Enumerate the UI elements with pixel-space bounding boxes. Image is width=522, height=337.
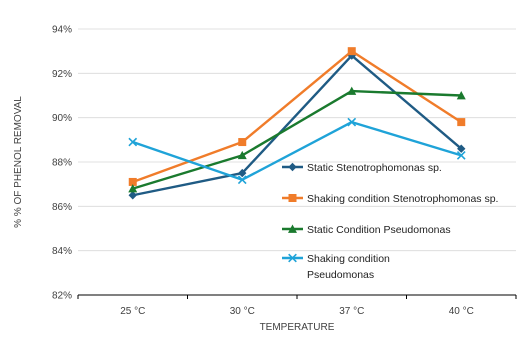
data-point [237,150,247,160]
y-tick-label: 90% [52,113,72,124]
legend-item-2: Shaking condition Stenotrophomonas sp. [282,193,498,205]
data-point [457,144,466,153]
data-point [128,191,137,200]
data-point [347,117,357,127]
legend-item-3: Static Condition Pseudomonas [282,224,451,236]
data-point [128,137,138,147]
marker-stroke [237,175,247,185]
legend-swatch-marker [288,162,297,172]
x-tick-label: 25 °C [120,306,145,317]
series-line [131,120,463,181]
x-tick-label: 30 °C [230,306,255,317]
y-tick-label: 88% [52,158,72,169]
legend-swatch-marker [288,194,297,202]
data-point [457,118,466,127]
data-point [238,168,247,178]
legend: Static Stenotrophomonas sp. Shaking condi… [282,162,498,281]
y-tick-label: 94% [52,25,72,36]
y-axis-title: % % OF PHENOL REMOVAL [13,96,24,228]
series-4 [128,117,466,185]
y-tick-label: 92% [52,69,72,80]
data-point [128,184,138,193]
y-tick-label: 82% [52,291,72,302]
series-line [131,54,463,197]
data-point [347,86,357,95]
legend-label: Static Stenotrophomonas sp. [307,162,442,174]
marker-stroke [456,150,466,160]
series-3 [128,86,466,193]
data-point [128,177,137,186]
x-tick-label: 37 °C [339,306,364,317]
legend-label: Pseudomonas [307,269,374,281]
marker-stroke [347,117,357,127]
x-tick-label: 40 °C [449,306,474,317]
marker-stroke [288,253,297,263]
data-point [238,138,247,147]
legend-swatch-marker [288,253,297,263]
series-layer [128,47,466,200]
legend-item-1: Static Stenotrophomonas sp. [282,162,442,174]
legend-item-4: Shaking condition Pseudomonas [282,253,390,281]
x-axis-title: TEMPERATURE [260,322,335,333]
legend-label: Shaking condition [307,253,390,265]
legend-swatch-marker [288,224,297,233]
legend-label: Shaking condition Stenotrophomonas sp. [307,193,498,205]
legend-label: Static Condition Pseudomonas [307,224,451,236]
data-point [347,47,356,56]
marker-stroke [128,137,138,147]
series-line [131,89,463,190]
y-axis-ticks: 82% 84% 86% 88% 90% 92% 94% [52,25,72,302]
y-tick-label: 84% [52,246,72,257]
data-point [456,150,466,160]
data-point [237,175,247,185]
y-tick-label: 86% [52,202,72,213]
gridlines [78,28,516,252]
data-point [456,91,466,100]
x-axis-ticks: 25 °C 30 °C 37 °C 40 °C [77,295,517,317]
